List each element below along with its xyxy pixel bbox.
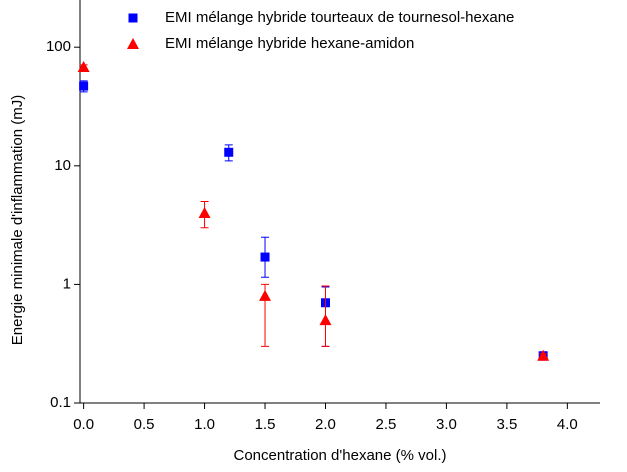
data-point — [198, 206, 211, 218]
x-tick-label: 1.0 — [194, 416, 215, 433]
x-tick-label: 4.0 — [557, 416, 578, 433]
data-point — [259, 289, 272, 301]
y-tick-label: 1 — [63, 275, 71, 292]
data-point — [224, 147, 234, 157]
legend-marker — [128, 13, 138, 23]
data-point — [77, 61, 90, 73]
x-tick-label: 3.5 — [496, 416, 517, 433]
legend-label: EMI mélange hybride hexane-amidon — [165, 35, 414, 52]
y-tick-label: 100 — [46, 38, 71, 55]
x-tick-label: 3.0 — [436, 416, 457, 433]
x-tick-label: 0.5 — [134, 416, 155, 433]
legend-label: EMI mélange hybride tourteaux de tournes… — [165, 9, 514, 26]
x-tick-label: 0.0 — [73, 416, 94, 433]
y-tick-label: 10 — [54, 157, 71, 174]
legend-marker — [127, 38, 139, 49]
y-tick-label: 0.1 — [50, 394, 71, 411]
data-point — [537, 349, 550, 361]
x-tick-label: 2.5 — [376, 416, 397, 433]
x-axis-label: Concentration d'hexane (% vol.) — [234, 447, 447, 464]
x-tick-label: 2.0 — [315, 416, 336, 433]
y-axis-label: Energie minimale d'inflammation (mJ) — [9, 95, 26, 345]
data-point — [79, 81, 89, 91]
data-point — [260, 252, 270, 262]
x-tick-label: 1.5 — [255, 416, 276, 433]
data-point — [319, 314, 332, 326]
